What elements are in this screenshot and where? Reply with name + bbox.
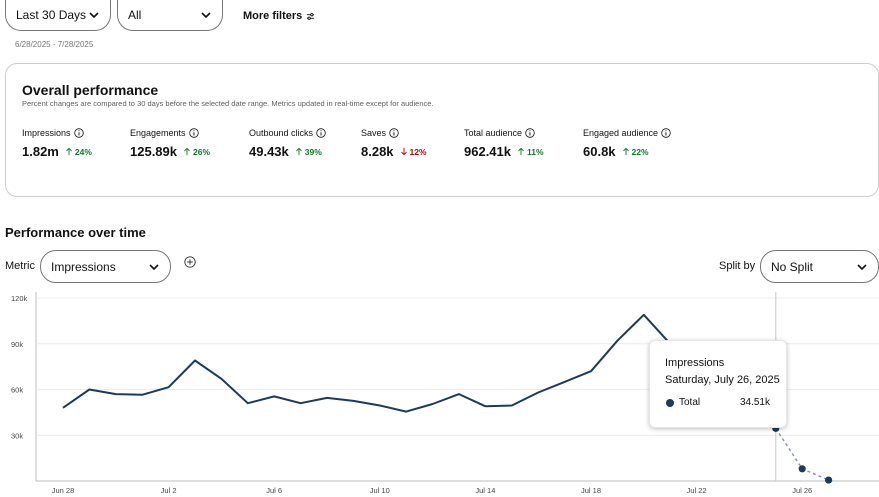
metric-select-label: Metric [5, 260, 35, 272]
metric-dropdown-value: Impressions [51, 259, 116, 274]
more-filters-button[interactable]: More filters [243, 10, 315, 22]
arrow-up-icon [66, 147, 72, 156]
metric-total-audience: Total audience 962.41k 11% [464, 128, 544, 159]
chart-tooltip: Impressions Saturday, July 26, 2025 Tota… [649, 340, 787, 428]
x-tick-label: Jun 28 [52, 486, 75, 495]
metric-change: 11% [517, 147, 544, 157]
arrow-up-icon [518, 147, 524, 156]
metric-change: 24% [65, 147, 92, 157]
metric-value: 962.41k [464, 144, 511, 159]
filter-sliders-icon [307, 12, 315, 20]
metric-value: 8.28k [361, 144, 394, 159]
chevron-down-icon [149, 263, 159, 270]
metric-value: 60.8k [583, 144, 616, 159]
info-icon[interactable] [389, 128, 399, 138]
tooltip-date: Saturday, July 26, 2025 [665, 374, 780, 386]
metric-change: 12% [400, 147, 427, 157]
metric-change-value: 22% [631, 146, 649, 157]
x-tick-label: Jul 2 [161, 486, 177, 495]
metric-change-value: 12% [409, 146, 427, 157]
info-icon[interactable] [661, 128, 671, 138]
metric-label: Total audience [464, 128, 523, 138]
metric-change-value: 39% [304, 146, 322, 157]
metric-value: 1.82m [22, 144, 59, 159]
metric-dropdown[interactable]: Impressions [40, 250, 171, 283]
metric-change: 22% [622, 147, 649, 157]
y-tick-label: 120k [11, 294, 28, 303]
arrow-up-icon [622, 147, 629, 156]
overall-performance-card: Overall performance Percent changes are … [5, 63, 879, 197]
info-icon[interactable] [188, 128, 199, 138]
metric-change-value: 24% [74, 146, 92, 157]
split-by-label: Split by [719, 260, 756, 272]
performance-over-time-title: Performance over time [5, 225, 146, 240]
x-tick-label: Jul 10 [370, 486, 390, 495]
info-icon[interactable] [73, 128, 84, 138]
metric-label: Engagements [130, 128, 186, 138]
content-type-dropdown-value: All [128, 8, 142, 22]
x-tick-label: Jul 14 [475, 486, 495, 495]
metric-change: 26% [183, 147, 210, 157]
tooltip-series-dot [666, 399, 674, 407]
x-tick-label: Jul 6 [266, 486, 282, 495]
metric-value: 125.89k [130, 144, 177, 159]
metric-impressions: Impressions 1.82m 24% [22, 128, 92, 159]
metric-label: Saves [361, 128, 387, 138]
overall-performance-subtitle: Percent changes are compared to 30 days … [22, 99, 434, 108]
y-tick-label: 60k [11, 386, 23, 395]
info-icon[interactable] [316, 128, 326, 138]
chevron-down-icon [857, 263, 867, 270]
metric-change: 39% [295, 147, 322, 157]
overall-performance-title: Overall performance [22, 82, 159, 98]
split-by-dropdown[interactable]: No Split [760, 250, 879, 283]
metric-outbound-clicks: Outbound clicks 49.43k 39% [249, 128, 326, 159]
data-point[interactable] [825, 476, 833, 484]
content-type-dropdown[interactable]: All [117, 0, 223, 31]
arrow-up-icon [295, 147, 302, 156]
metric-engagements: Engagements 125.89k 26% [130, 128, 210, 159]
x-tick-label: Jul 26 [792, 486, 812, 495]
info-icon[interactable] [525, 128, 535, 138]
metric-label: Outbound clicks [249, 128, 314, 138]
date-range-dropdown[interactable]: Last 30 Days [5, 0, 111, 31]
metric-value: 49.43k [249, 144, 289, 159]
tooltip-series-name: Total [679, 397, 701, 408]
x-tick-label: Jul 18 [581, 486, 601, 495]
metric-label: Engaged audience [583, 128, 659, 138]
chevron-down-icon [201, 12, 211, 19]
tooltip-title: Impressions [665, 357, 725, 369]
y-tick-label: 30k [11, 431, 23, 440]
metric-saves: Saves 8.28k 12% [361, 128, 427, 159]
y-tick-label: 90k [11, 340, 23, 349]
arrow-down-icon [400, 147, 407, 156]
chevron-down-icon [89, 12, 99, 19]
data-point[interactable] [798, 465, 806, 473]
metric-engaged-audience: Engaged audience 60.8k 22% [583, 128, 671, 159]
more-filters-label: More filters [243, 10, 303, 22]
x-tick-label: Jul 22 [687, 486, 707, 495]
add-metric-icon[interactable] [184, 256, 196, 268]
split-by-dropdown-value: No Split [771, 259, 814, 274]
tooltip-series-value: 34.51k [739, 397, 770, 408]
metric-label: Impressions [22, 128, 71, 138]
date-range-text: 6/28/2025 - 7/28/2025 [15, 40, 94, 49]
metric-change-value: 26% [193, 146, 211, 157]
impressions-line [62, 313, 777, 430]
date-range-dropdown-value: Last 30 Days [16, 8, 87, 22]
arrow-up-icon [184, 147, 190, 156]
metric-change-value: 11% [527, 146, 544, 157]
